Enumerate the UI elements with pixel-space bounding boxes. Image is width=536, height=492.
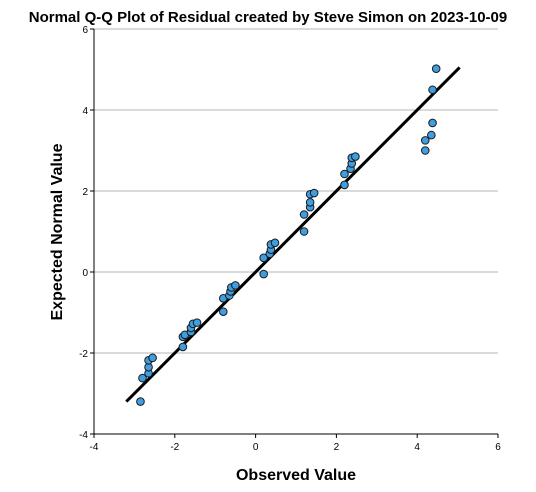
y-tick-labels: -4 -2 0 2 4 6 (79, 25, 94, 441)
data-point (340, 169, 349, 179)
data-point (420, 146, 430, 155)
data-point (178, 342, 188, 352)
data-point (309, 188, 319, 198)
reference-line (125, 66, 461, 403)
y-tick-label: -4 (79, 430, 88, 441)
x-tick-label: -2 (170, 442, 179, 453)
y-tick-label: -2 (79, 349, 88, 360)
x-tick-label: -4 (90, 442, 99, 453)
data-point (299, 227, 309, 236)
data-point (351, 152, 360, 161)
data-point (138, 373, 147, 383)
data-point (231, 281, 240, 290)
data-point (305, 198, 315, 207)
data-point (428, 118, 437, 128)
x-axis-title: Observed Value (236, 467, 356, 484)
x-tick-labels: -4 -2 0 2 4 6 (90, 434, 501, 453)
data-point (259, 253, 268, 263)
data-point (136, 397, 145, 406)
data-point (299, 210, 309, 219)
data-point (148, 353, 157, 363)
x-tick-label: 4 (414, 442, 420, 453)
axes (93, 29, 498, 435)
y-tick-label: 6 (82, 25, 88, 36)
y-tick-label: 2 (82, 187, 88, 198)
data-point (192, 318, 202, 327)
x-tick-label: 6 (495, 442, 501, 453)
data-point (259, 269, 268, 279)
data-point (218, 307, 228, 316)
data-point (420, 136, 430, 145)
data-point (270, 238, 280, 248)
y-tick-label: 4 (82, 106, 88, 117)
data-point (428, 85, 437, 95)
data-point (431, 64, 441, 73)
grid-lines (94, 28, 498, 354)
y-axis-title: Expected Normal Value (49, 143, 66, 320)
x-tick-label: 0 (253, 442, 259, 453)
data-point (340, 180, 349, 190)
y-tick-label: 0 (82, 268, 88, 279)
data-point (427, 130, 436, 140)
x-tick-label: 2 (334, 442, 340, 453)
chart-title: Normal Q-Q Plot of Residual created by S… (28, 9, 508, 26)
data-points (136, 64, 441, 406)
